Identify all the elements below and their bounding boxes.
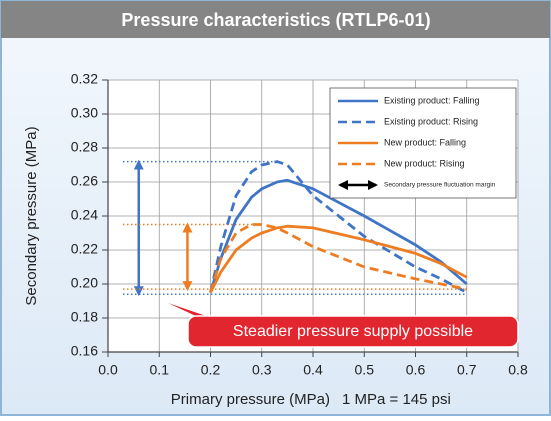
y-tick-label: 0.24 (71, 207, 98, 223)
legend-label: New product: Rising (384, 158, 465, 168)
y-tick-label: 0.22 (71, 241, 98, 257)
legend-label: Existing product: Rising (384, 116, 478, 126)
x-axis-note: 1 MPa = 145 psi (342, 391, 451, 408)
y-tick-label: 0.32 (71, 71, 98, 87)
y-tick-label: 0.20 (71, 275, 98, 291)
x-tick-label: 0.0 (98, 362, 118, 378)
legend-label: Secondary pressure fluctuation margin (384, 182, 496, 189)
y-tick-label: 0.16 (71, 343, 98, 359)
x-tick-label: 0.6 (406, 362, 426, 378)
legend-label: New product: Falling (384, 137, 466, 147)
y-tick-label: 0.18 (71, 309, 98, 325)
callout-text: Steadier pressure supply possible (233, 323, 473, 340)
y-tick-label: 0.30 (71, 105, 98, 121)
x-tick-label: 0.1 (150, 362, 170, 378)
callout-pointer (168, 303, 212, 318)
callout-box (187, 315, 519, 348)
series-line (209, 224, 468, 294)
legend-label: Existing product: Falling (384, 95, 480, 105)
x-axis-label: Primary pressure (MPa) (171, 391, 330, 408)
y-tick-label: 0.26 (71, 173, 98, 189)
series-line (209, 223, 467, 293)
header (1, 1, 550, 38)
x-tick-label: 0.3 (252, 362, 272, 378)
series-line (209, 160, 468, 294)
series-line (209, 178, 468, 293)
x-tick-label: 0.4 (303, 362, 323, 378)
x-tick-label: 0.8 (508, 362, 528, 378)
y-tick-label: 0.28 (71, 139, 98, 155)
x-tick-label: 0.7 (457, 362, 477, 378)
x-tick-label: 0.5 (355, 362, 375, 378)
chart-title: Pressure characteristics (RTLP6-01) (121, 10, 430, 30)
x-tick-label: 0.2 (201, 362, 221, 378)
y-axis-label: Secondary pressure (MPa) (23, 126, 40, 305)
